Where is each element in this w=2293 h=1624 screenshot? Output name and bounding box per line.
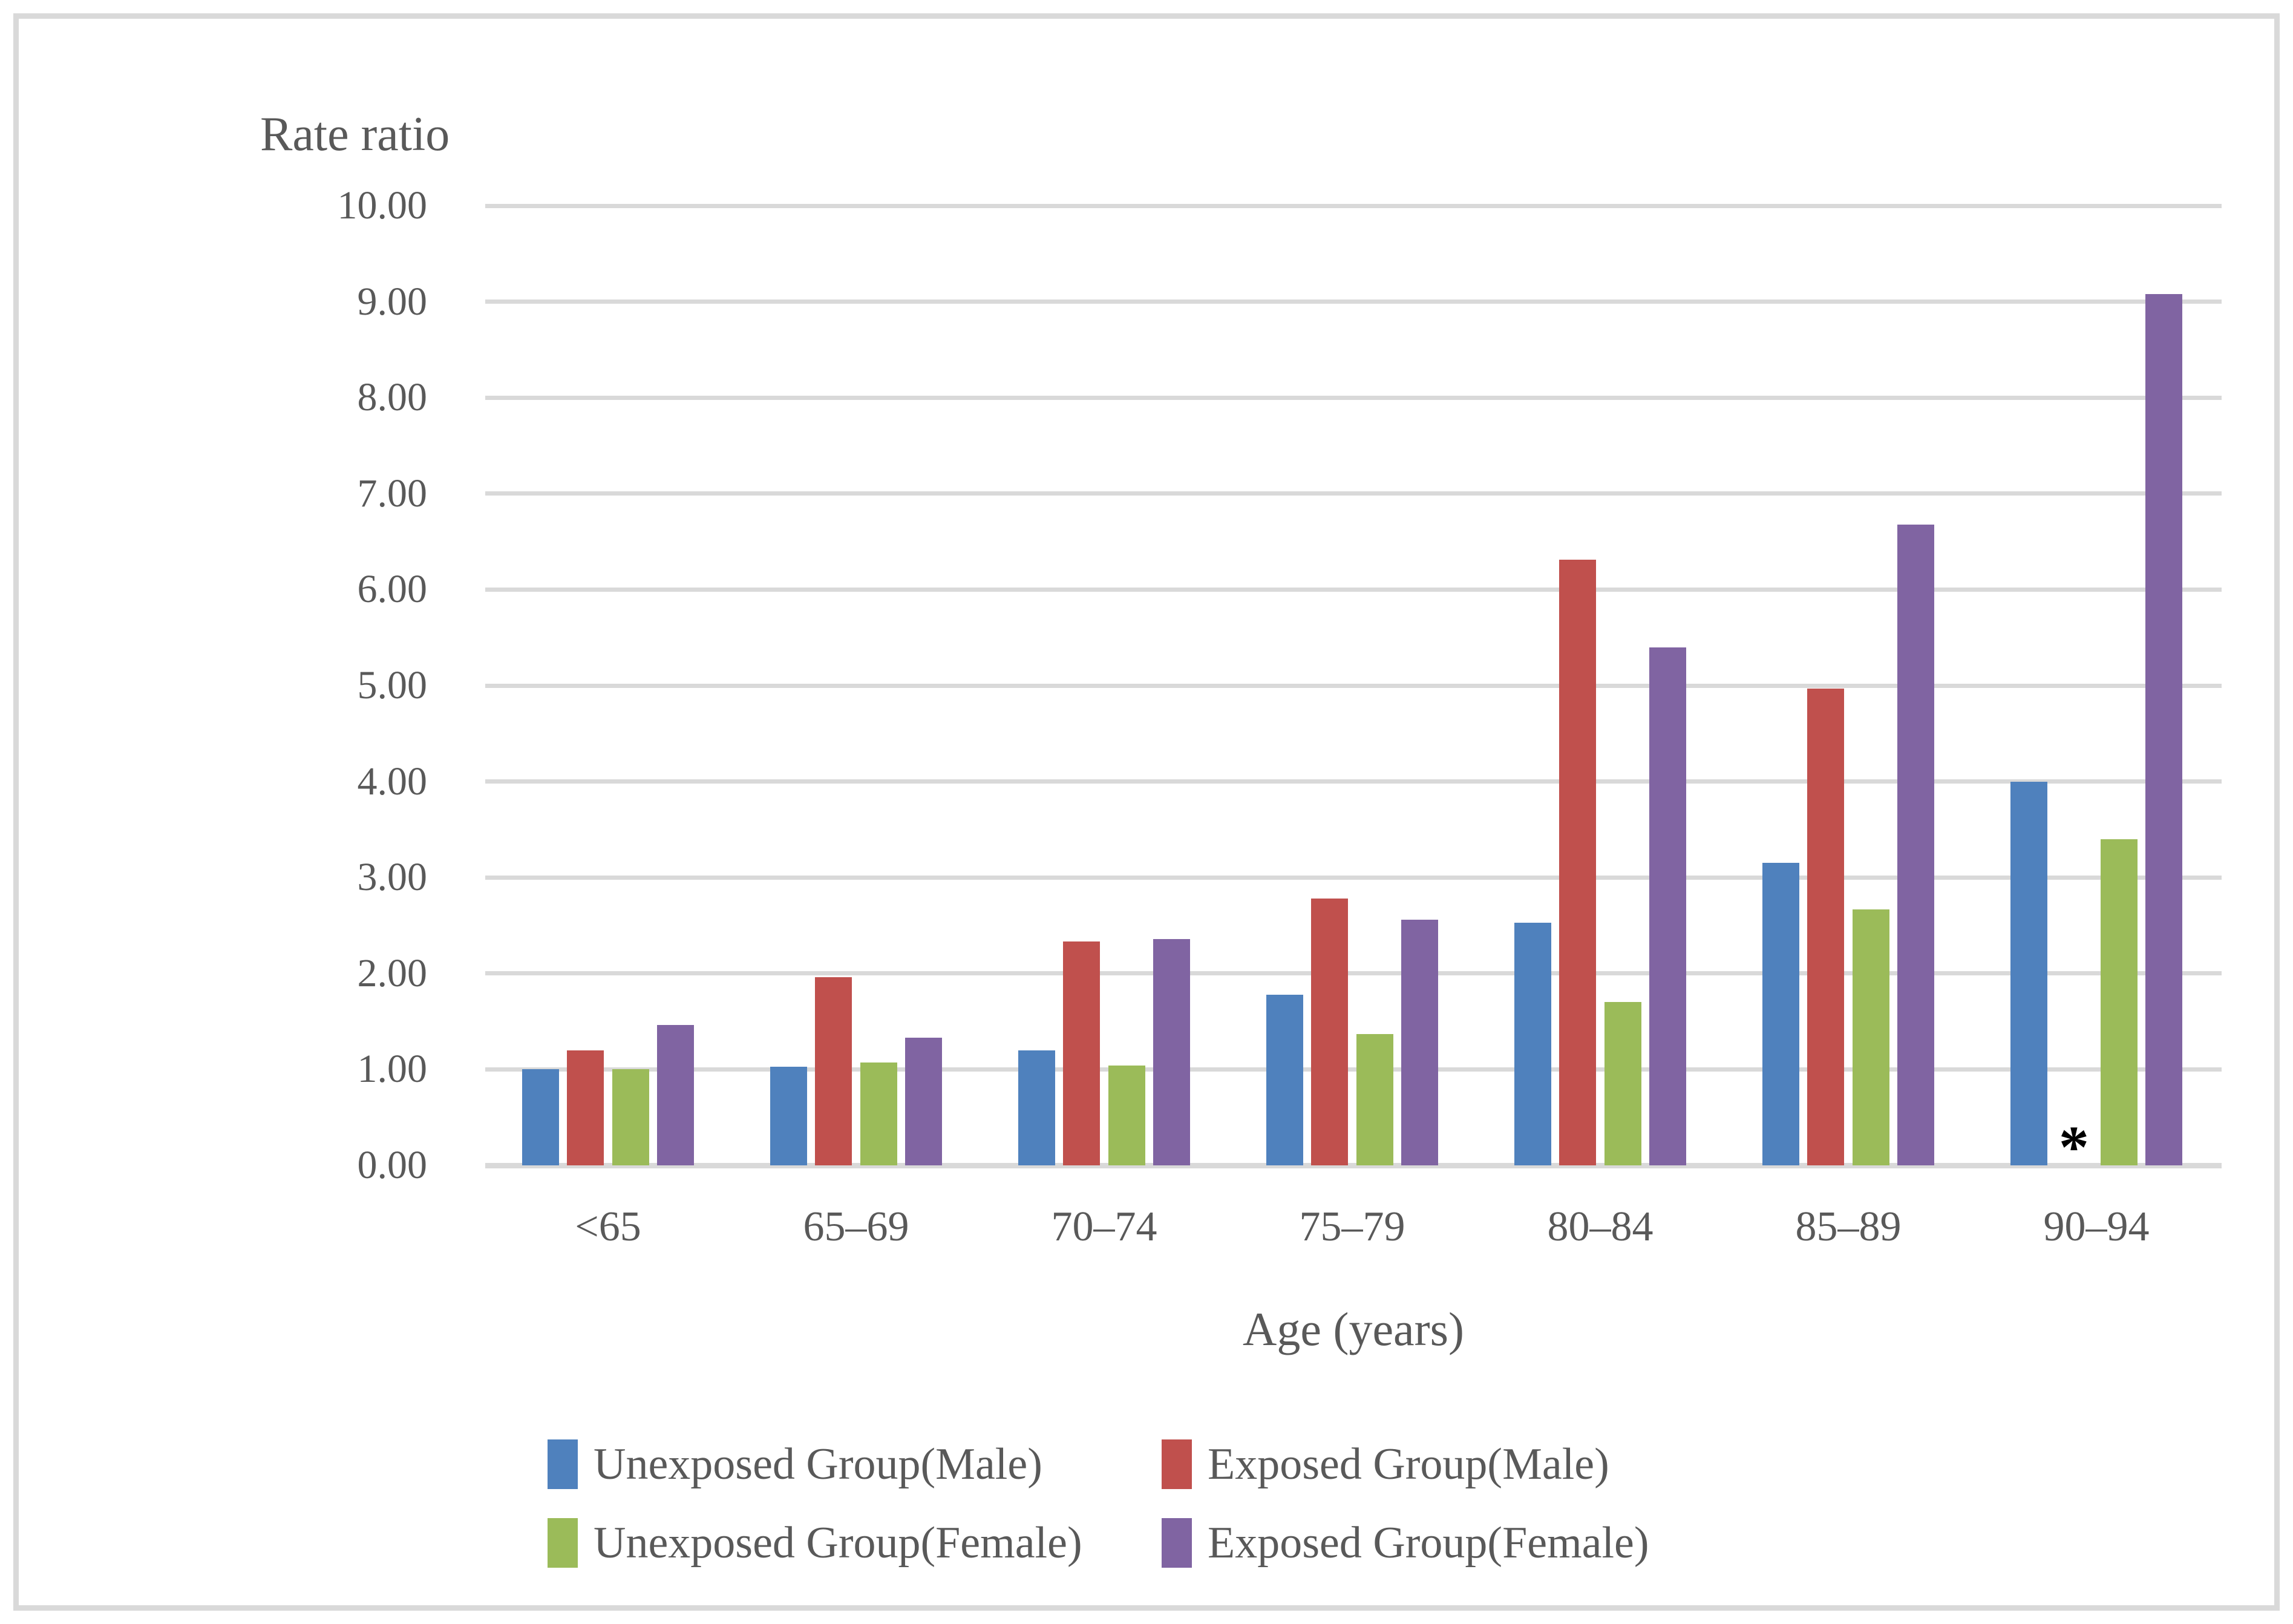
bar-exposed-group-female-85-89 bbox=[1897, 524, 1934, 1165]
legend-label: Exposed Group(Male) bbox=[1208, 1439, 1609, 1489]
legend-swatch-icon bbox=[1162, 1439, 1192, 1489]
legend-label: Unexposed Group(Male) bbox=[594, 1439, 1042, 1489]
gridline bbox=[485, 203, 2222, 208]
legend-swatch-icon bbox=[1162, 1518, 1192, 1568]
gridline bbox=[485, 779, 2222, 784]
bar-exposed-group-male-85-89 bbox=[1807, 688, 1845, 1165]
y-tick-label: 3.00 bbox=[357, 855, 428, 900]
bar-exposed-group-female-90-94 bbox=[2145, 293, 2182, 1165]
y-tick-label: 0.00 bbox=[357, 1143, 428, 1187]
bar-unexposed-group-female-65-69 bbox=[860, 1062, 897, 1165]
bar-exposed-group-female-70-74 bbox=[1153, 938, 1190, 1165]
bar-unexposed-group-female-70-74 bbox=[1108, 1066, 1145, 1165]
bar-unexposed-group-male-65 bbox=[522, 1069, 560, 1165]
bar-exposed-group-female-75-79 bbox=[1401, 919, 1438, 1165]
bar-exposed-group-male-75-79 bbox=[1311, 899, 1349, 1165]
bar-unexposed-group-male-90-94 bbox=[2010, 781, 2048, 1165]
x-tick-label: <65 bbox=[575, 1203, 641, 1250]
y-tick-label: 5.00 bbox=[357, 663, 428, 707]
y-tick-label: 2.00 bbox=[357, 951, 428, 995]
bar-exposed-group-male-65 bbox=[567, 1050, 604, 1165]
x-tick-label: 90–94 bbox=[2043, 1203, 2150, 1250]
x-axis-title: Age (years) bbox=[1243, 1303, 1464, 1355]
y-tick-label: 9.00 bbox=[357, 279, 428, 324]
bar-unexposed-group-male-65-69 bbox=[770, 1066, 808, 1165]
bar-exposed-group-male-65-69 bbox=[815, 977, 852, 1165]
legend-swatch-icon bbox=[548, 1439, 578, 1489]
y-tick-label: 6.00 bbox=[357, 567, 428, 612]
legend-swatch-icon bbox=[548, 1518, 578, 1568]
legend-item-unexposed-group-male: Unexposed Group(Male) bbox=[548, 1433, 1042, 1496]
gridline bbox=[485, 587, 2222, 592]
bar-exposed-group-female-80-84 bbox=[1649, 647, 1686, 1165]
chart-title: Rate ratio bbox=[260, 108, 450, 161]
legend-label: Exposed Group(Female) bbox=[1208, 1518, 1649, 1568]
bar-exposed-group-female-65-69 bbox=[904, 1038, 942, 1165]
y-tick-label: 7.00 bbox=[357, 471, 428, 516]
y-tick-label: 4.00 bbox=[357, 759, 428, 804]
bar-exposed-group-female-65 bbox=[656, 1025, 694, 1165]
bar-exposed-group-male-70-74 bbox=[1063, 941, 1101, 1165]
bar-unexposed-group-male-70-74 bbox=[1018, 1050, 1056, 1165]
x-tick-label: 80–84 bbox=[1547, 1203, 1654, 1250]
bar-unexposed-group-female-65 bbox=[612, 1069, 649, 1165]
figure-border bbox=[13, 13, 2280, 1611]
gridline bbox=[485, 971, 2222, 976]
bar-unexposed-group-female-90-94 bbox=[2100, 839, 2138, 1165]
legend-label: Unexposed Group(Female) bbox=[594, 1518, 1082, 1568]
x-tick-label: 65–69 bbox=[803, 1203, 909, 1250]
gridline bbox=[485, 1067, 2222, 1072]
plot-area: * bbox=[485, 203, 2222, 1177]
legend-item-exposed-group-male: Exposed Group(Male) bbox=[1162, 1433, 1609, 1496]
bar-unexposed-group-male-85-89 bbox=[1762, 863, 1800, 1165]
y-tick-label: 8.00 bbox=[357, 375, 428, 420]
gridline bbox=[485, 491, 2222, 496]
x-axis-line bbox=[485, 1162, 2222, 1168]
x-tick-label: 75–79 bbox=[1299, 1203, 1405, 1250]
legend-item-exposed-group-female: Exposed Group(Female) bbox=[1162, 1511, 1649, 1574]
bar-unexposed-group-male-80-84 bbox=[1514, 922, 1552, 1165]
legend-item-unexposed-group-female: Unexposed Group(Female) bbox=[548, 1511, 1082, 1574]
gridline bbox=[485, 875, 2222, 880]
y-tick-label: 10.00 bbox=[337, 183, 428, 228]
x-tick-label: 70–74 bbox=[1051, 1203, 1157, 1250]
bar-unexposed-group-male-75-79 bbox=[1266, 994, 1304, 1165]
bar-exposed-group-male-80-84 bbox=[1559, 560, 1597, 1165]
bar-unexposed-group-female-85-89 bbox=[1852, 909, 1889, 1165]
x-tick-label: 85–89 bbox=[1795, 1203, 1902, 1250]
gridline bbox=[485, 395, 2222, 400]
gridline bbox=[485, 300, 2222, 304]
gridline bbox=[485, 683, 2222, 688]
y-tick-label: 1.00 bbox=[357, 1047, 428, 1092]
bar-unexposed-group-female-75-79 bbox=[1356, 1033, 1393, 1165]
missing-value-marker: * bbox=[2058, 1113, 2089, 1180]
bar-unexposed-group-female-80-84 bbox=[1604, 1002, 1641, 1165]
